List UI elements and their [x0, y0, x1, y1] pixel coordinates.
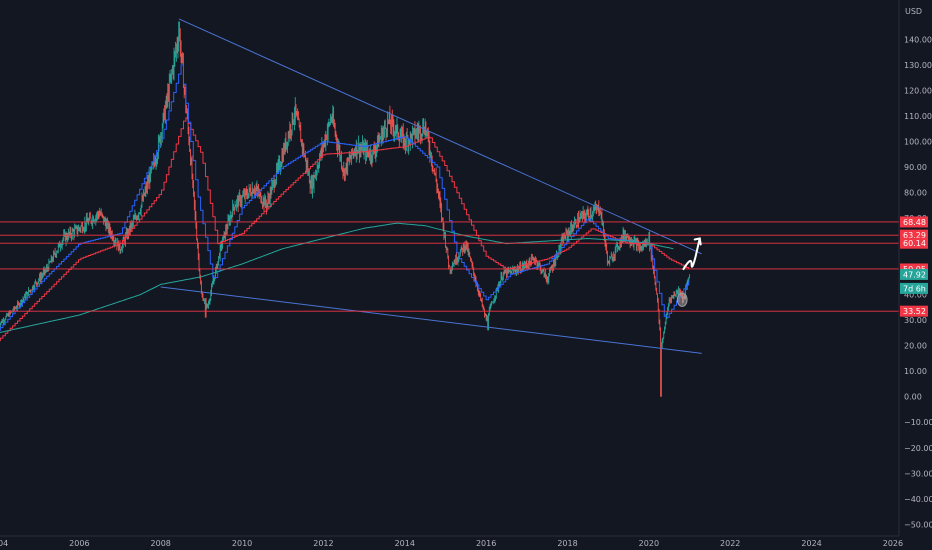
price-tick-label: 140.00 — [904, 35, 932, 44]
price-badge — [900, 216, 928, 228]
price-tick-label: 40.00 — [904, 291, 927, 300]
price-tick-label: 80.00 — [904, 189, 927, 198]
countdown-badge — [900, 282, 928, 294]
price-tick-label: 30.00 — [904, 316, 927, 325]
time-tick-label: 2010 — [232, 539, 252, 548]
price-tick-label: 130.00 — [904, 61, 932, 70]
time-tick-label: 2014 — [395, 539, 415, 548]
price-tick-label: 110.00 — [904, 112, 932, 121]
price-badge-label: 47.92 — [903, 270, 926, 279]
price-badge-label: 68.48 — [903, 218, 926, 227]
time-tick-label: 2004 — [0, 539, 8, 548]
price-tick-label: −30.00 — [904, 469, 932, 478]
price-tick-label: 120.00 — [904, 86, 932, 95]
time-tick-label: 2008 — [151, 539, 171, 548]
time-tick-label: 2020 — [639, 539, 659, 548]
highlight-ellipse[interactable] — [676, 292, 688, 307]
price-tick-label: 0.00 — [904, 393, 922, 402]
price-badge — [900, 229, 928, 241]
price-badge-label: 60.14 — [903, 239, 926, 248]
arrow-head-icon — [693, 237, 702, 246]
time-tick-label: 2024 — [801, 539, 821, 548]
time-tick-label: 2016 — [476, 539, 496, 548]
price-tick-label: −40.00 — [904, 495, 932, 504]
price-tick-label: 100.00 — [904, 137, 932, 146]
price-tick-label: 10.00 — [904, 367, 927, 376]
horizontal-levels-layer[interactable] — [0, 221, 899, 312]
price-badge — [900, 305, 928, 317]
price-badge-label: 63.29 — [903, 231, 926, 240]
countdown-badge-label: 7d 6h — [903, 284, 926, 293]
price-tick-label: −10.00 — [904, 418, 932, 427]
projection-arrow[interactable] — [682, 237, 701, 271]
price-tick-label: 90.00 — [904, 163, 927, 172]
price-tick-label: −20.00 — [904, 444, 932, 453]
time-axis[interactable]: 2004 2006 2008 2010 2012 2014 2016 2018 2020 2022… — [0, 539, 903, 548]
time-tick-label: 2012 — [313, 539, 333, 548]
time-tick-label: 2006 — [69, 539, 89, 548]
price-badge — [900, 268, 928, 280]
time-tick-label: 2022 — [720, 539, 740, 548]
trendlines-layer[interactable] — [160, 18, 702, 354]
trendline[interactable] — [178, 18, 702, 255]
moving-average-line — [0, 117, 690, 342]
time-tick-label: 2026 — [883, 539, 903, 548]
annotations-layer[interactable] — [676, 237, 702, 307]
price-badge — [900, 237, 928, 249]
time-axis-background — [0, 536, 932, 550]
price-badge-label: 33.52 — [903, 307, 926, 316]
plot-area[interactable] — [0, 18, 899, 397]
time-tick-label: 2018 — [557, 539, 577, 548]
currency-label: USD — [905, 7, 922, 16]
trendline[interactable] — [160, 286, 702, 354]
price-tick-label: 20.00 — [904, 342, 927, 351]
price-tick-label: −50.00 — [904, 520, 932, 529]
